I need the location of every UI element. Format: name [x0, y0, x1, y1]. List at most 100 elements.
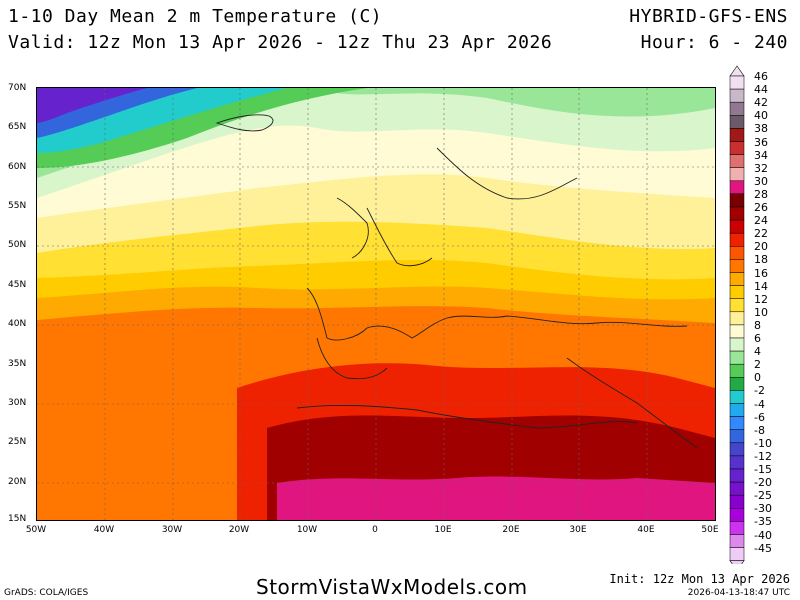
- legend-arrow-bottom: [729, 560, 745, 564]
- lon-label: 10E: [434, 525, 452, 535]
- legend-swatch: [729, 75, 745, 90]
- map-title: 1-10 Day Mean 2 m Temperature (C): [8, 6, 383, 27]
- legend-label: 10: [754, 305, 768, 319]
- legend-swatch: [729, 494, 745, 509]
- legend-label: 34: [754, 148, 768, 162]
- legend-label: 26: [754, 201, 768, 214]
- legend-swatch: [729, 101, 745, 116]
- legend-swatch: [729, 180, 745, 195]
- lat-label: 20N: [8, 477, 27, 487]
- legend-swatch: [729, 350, 745, 365]
- legend-swatch: [729, 390, 745, 404]
- legend-swatch: [729, 285, 745, 299]
- legend-swatch: [729, 259, 745, 273]
- map-canvas: [37, 88, 715, 520]
- legend-label: -6: [754, 410, 765, 424]
- lon-label: 50E: [701, 525, 719, 535]
- legend-swatch: [729, 272, 745, 286]
- legend-label: -8: [754, 423, 765, 437]
- legend-arrow-top: [729, 65, 745, 77]
- graticule: [37, 88, 715, 520]
- lat-label: 45N: [8, 280, 27, 290]
- lat-label: 60N: [8, 162, 27, 172]
- valid-period: Valid: 12z Mon 13 Apr 2026 - 12z Thu 23 …: [8, 32, 553, 53]
- legend-label: -15: [754, 463, 772, 476]
- lat-label: 40N: [8, 319, 27, 329]
- legend-swatch: [729, 508, 745, 522]
- lon-label: 20E: [502, 525, 520, 535]
- legend-label: 4: [754, 345, 761, 359]
- legend-label: 16: [754, 266, 768, 280]
- legend-swatch: [729, 468, 745, 483]
- temperature-map: [36, 87, 716, 521]
- legend-swatch: [729, 167, 745, 182]
- lon-label: 40E: [637, 525, 655, 535]
- lat-label: 70N: [8, 83, 27, 93]
- legend-swatch: [729, 455, 745, 470]
- legend-swatch: [729, 324, 745, 339]
- color-legend: [729, 65, 745, 564]
- legend-swatch: [729, 115, 745, 129]
- lat-label: 15N: [8, 514, 27, 524]
- legend-swatch: [729, 246, 745, 260]
- lon-label: 30W: [161, 525, 183, 535]
- legend-swatch: [729, 363, 745, 378]
- legend-swatch: [729, 232, 745, 247]
- legend-swatch: [729, 547, 745, 561]
- legend-label: -4: [754, 397, 765, 411]
- legend-label: 44: [754, 83, 768, 97]
- lon-label: 50W: [25, 525, 47, 535]
- hot-zone-32: [277, 476, 715, 520]
- legend-label: 38: [754, 122, 768, 136]
- legend-swatch: [729, 377, 745, 391]
- legend-swatch: [729, 128, 745, 142]
- legend-label: 32: [754, 161, 768, 175]
- legend-label: 18: [754, 253, 768, 267]
- legend-swatch: [729, 141, 745, 155]
- lon-label: 0: [372, 525, 378, 535]
- legend-label: 42: [754, 96, 768, 110]
- legend-swatch: [729, 534, 745, 548]
- lat-label: 55N: [8, 201, 27, 211]
- legend-swatch: [729, 206, 745, 221]
- lat-label: 30N: [8, 398, 27, 408]
- legend-swatch: [729, 154, 745, 168]
- lat-label: 50N: [8, 240, 27, 250]
- legend-label: -30: [754, 502, 772, 516]
- lon-label: 20W: [228, 525, 250, 535]
- legend-label: -35: [754, 515, 772, 529]
- band-cold3: [37, 88, 147, 123]
- legend-swatch: [729, 311, 745, 326]
- legend-swatch: [729, 429, 745, 444]
- legend-swatch: [729, 481, 745, 496]
- legend-label: 46: [754, 70, 768, 83]
- legend-label: -40: [754, 528, 772, 542]
- init-time: Init: 12z Mon 13 Apr 2026: [609, 572, 790, 586]
- lat-label: 35N: [8, 359, 27, 369]
- legend-swatch: [729, 403, 745, 417]
- forecast-hours: Hour: 6 - 240: [640, 32, 788, 53]
- legend-label: 14: [754, 279, 768, 293]
- legend-swatch: [729, 298, 745, 313]
- legend-label: 6: [754, 332, 761, 345]
- coastlines: [215, 114, 698, 449]
- model-name: HYBRID-GFS-ENS: [629, 6, 788, 27]
- legend-swatch: [729, 337, 745, 352]
- lat-label: 25N: [8, 437, 27, 447]
- legend-label: 2: [754, 358, 761, 372]
- legend-swatch: [729, 416, 745, 430]
- legend-label: 36: [754, 135, 768, 149]
- legend-label: -10: [754, 436, 772, 450]
- legend-label: 20: [754, 240, 768, 254]
- legend-label: -2: [754, 384, 765, 398]
- lon-label: 40W: [93, 525, 115, 535]
- legend-label: 12: [754, 292, 768, 306]
- legend-label: -45: [754, 541, 772, 555]
- legend-label: -20: [754, 476, 772, 490]
- legend-swatch: [729, 219, 745, 234]
- legend-swatch: [729, 442, 745, 457]
- lon-label: 10W: [296, 525, 318, 535]
- legend-label: -25: [754, 489, 772, 503]
- brand-link[interactable]: StormVistaWxModels.com: [256, 575, 528, 599]
- grads-credit: GrADS: COLA/IGES: [4, 588, 89, 598]
